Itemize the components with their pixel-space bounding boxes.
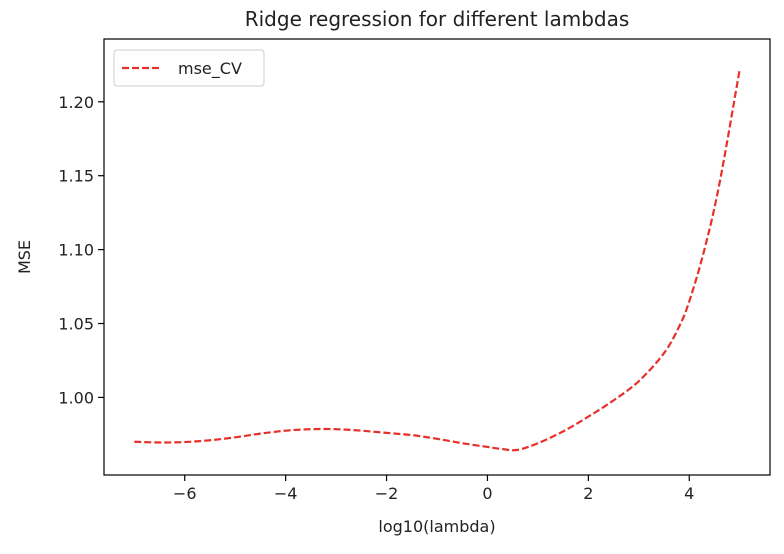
plot-frame — [103, 38, 771, 476]
x-tick-label: 0 — [482, 484, 492, 503]
y-axis-ticks: 1.00 1.05 1.10 1.15 1.20 — [58, 93, 104, 407]
chart-title: Ridge regression for different lambdas — [245, 7, 630, 31]
x-axis-ticks: −6 −4 −2 0 2 4 — [173, 475, 694, 503]
series-line-mse-cv — [134, 69, 741, 452]
legend: mse_CV — [113, 49, 265, 87]
x-tick-label: −6 — [173, 484, 197, 503]
legend-box — [113, 49, 265, 87]
y-tick-label: 1.10 — [58, 241, 94, 260]
y-tick-label: 1.15 — [58, 167, 94, 186]
y-axis-label: MSE — [15, 240, 34, 274]
x-tick-label: 4 — [684, 484, 694, 503]
y-tick-label: 1.05 — [58, 315, 94, 334]
x-tick-label: −2 — [375, 484, 399, 503]
series-layer — [134, 69, 741, 452]
x-tick-label: −4 — [274, 484, 298, 503]
y-tick-label: 1.00 — [58, 388, 94, 407]
legend-label-mse-cv: mse_CV — [178, 59, 242, 79]
x-axis-label: log10(lambda) — [378, 517, 495, 536]
x-tick-label: 2 — [583, 484, 593, 503]
y-tick-label: 1.20 — [58, 93, 94, 112]
